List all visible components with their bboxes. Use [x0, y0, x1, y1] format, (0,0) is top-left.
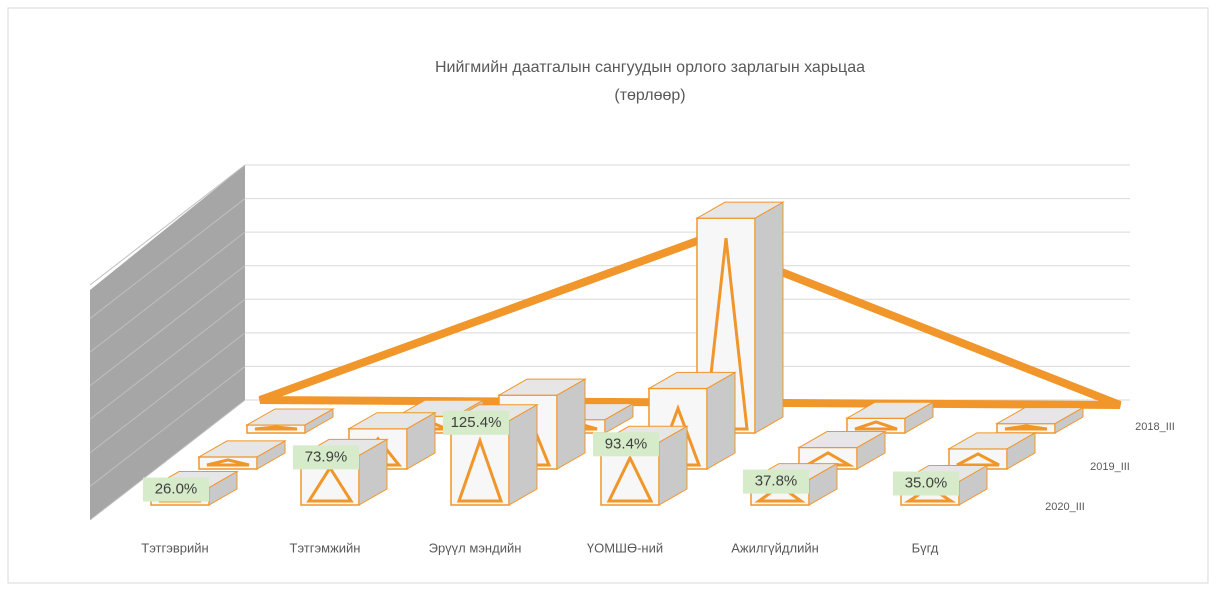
bar-side [509, 405, 537, 505]
data-label: 93.4% [605, 435, 648, 452]
depth-label: 2019_III [1090, 461, 1130, 473]
data-label: 35.0% [905, 474, 948, 491]
data-label: 73.9% [305, 448, 348, 465]
depth-label: 2020_III [1045, 501, 1085, 513]
data-label: 125.4% [451, 414, 502, 431]
data-label: 37.8% [755, 473, 798, 490]
x-tick-label: Бүгд [912, 540, 939, 555]
x-tick-label: Ажилгүйдлийн [731, 540, 819, 555]
x-tick-label: ҮОМШӨ-ний [587, 540, 663, 555]
x-tick-label: Тэтгэмжийн [290, 540, 361, 555]
bar-side [755, 202, 783, 433]
bar-side [707, 372, 735, 469]
depth-label: 2018_III [1135, 421, 1175, 433]
data-label: 26.0% [155, 481, 198, 498]
x-tick-label: Тэтгэврийн [141, 540, 208, 555]
chart-title: Нийгмийн даатгалын сангуудын орлого зарл… [435, 59, 865, 76]
x-tick-label: Эрүүл мэндийн [429, 540, 522, 555]
chart-subtitle: (төрлөөр) [614, 87, 685, 104]
bar-emblem [255, 427, 297, 429]
chart: Нийгмийн даатгалын сангуудын орлого зарл… [0, 0, 1219, 590]
